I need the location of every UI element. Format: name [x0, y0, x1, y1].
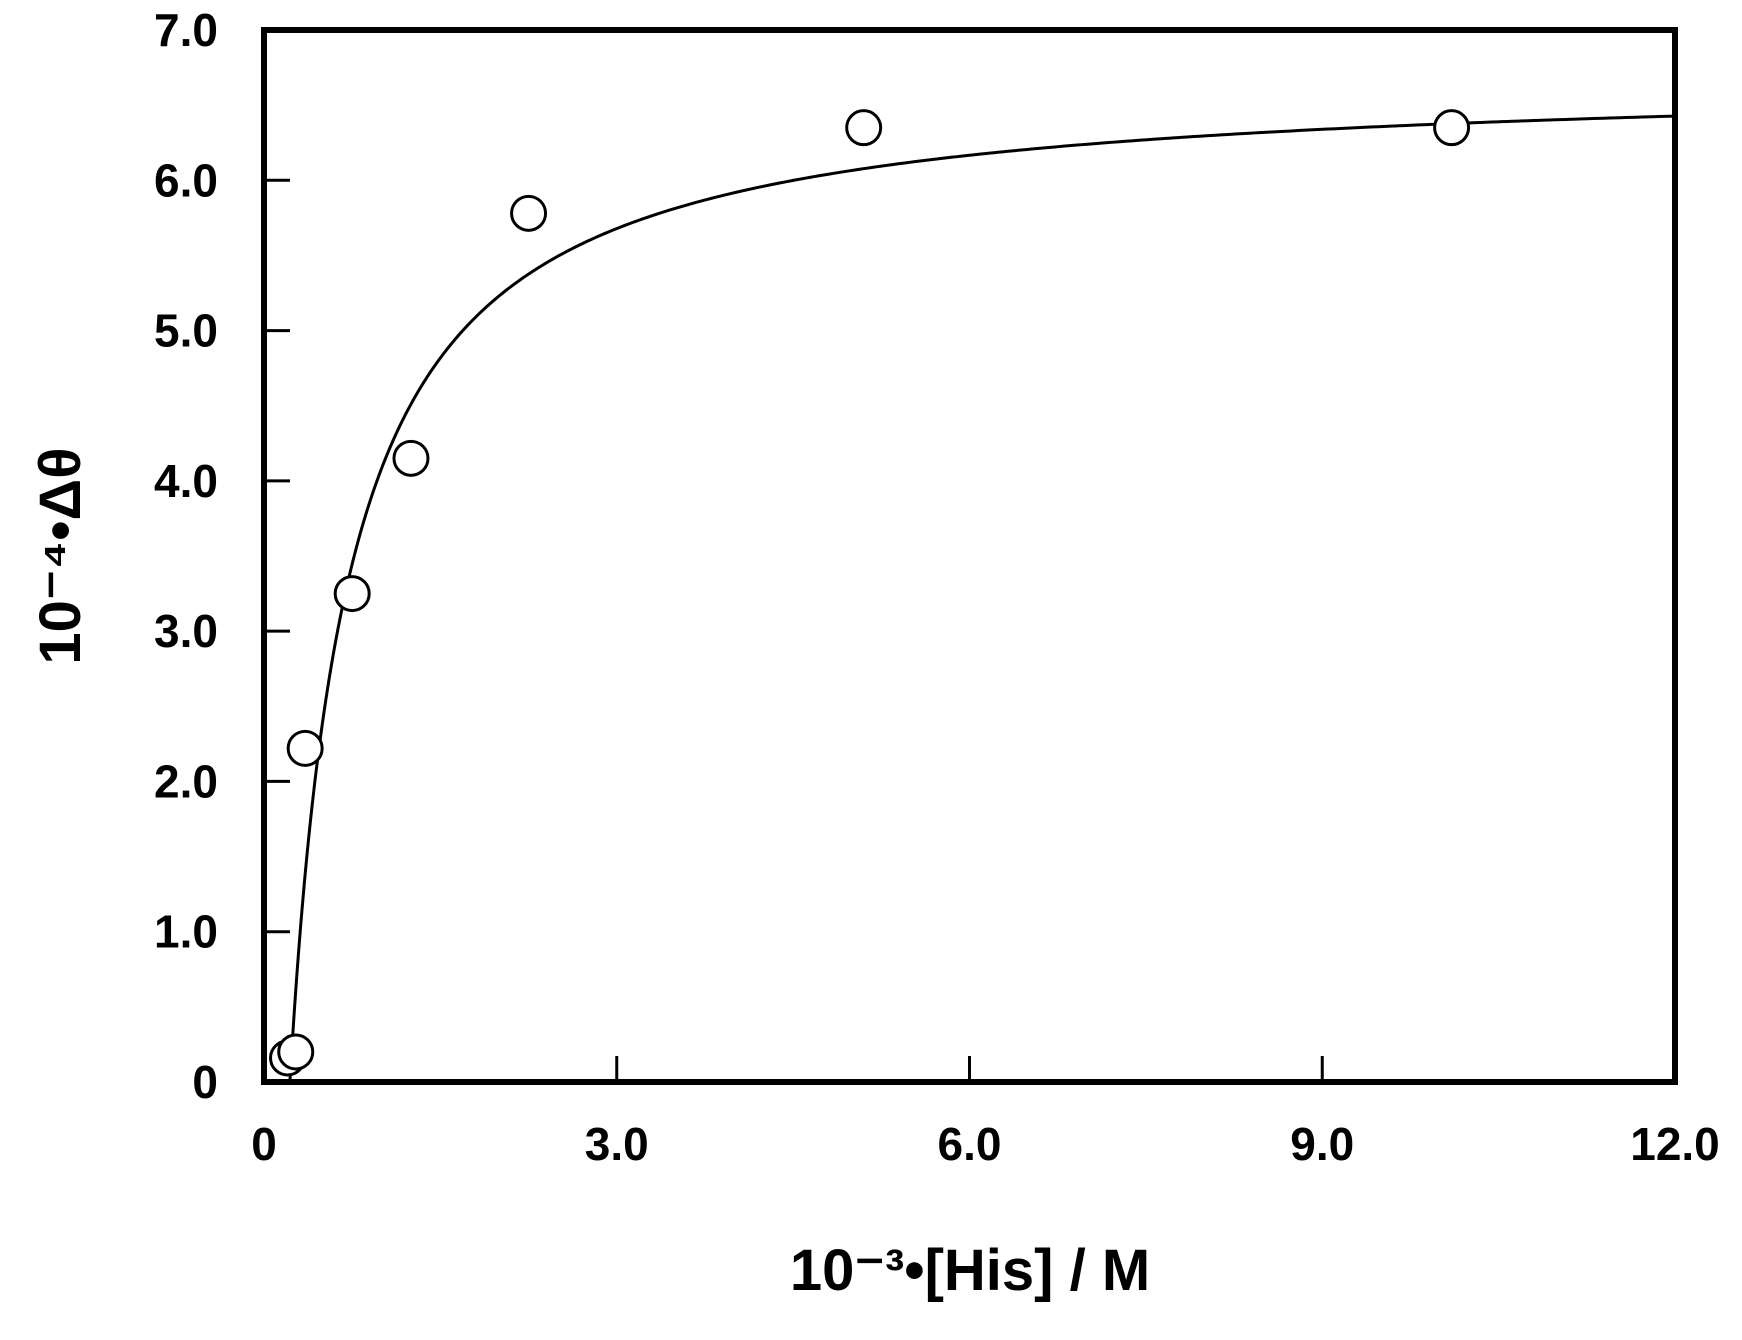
curve-layer [288, 114, 1676, 1083]
y-tick-label: 0 [192, 1056, 218, 1108]
data-point [392, 439, 430, 477]
points-layer [269, 109, 1471, 1077]
x-tick-label: 0 [251, 1118, 277, 1170]
x-tick-label: 6.0 [938, 1118, 1002, 1170]
x-axis-title: 10⁻³•[His] / M [790, 1238, 1150, 1303]
fit-curve-line [288, 114, 1676, 1083]
ticks-layer [264, 178, 1324, 1082]
x-tick-label: 9.0 [1290, 1118, 1354, 1170]
y-tick-label: 4.0 [154, 455, 218, 507]
data-point [1433, 109, 1471, 147]
y-tick-label: 1.0 [154, 906, 218, 958]
data-point [845, 109, 883, 147]
y-tick-label: 6.0 [154, 154, 218, 206]
y-tick-label: 7.0 [154, 4, 218, 56]
y-tick-label: 2.0 [154, 755, 218, 807]
tick-labels-layer: 0 3.0 6.0 9.0 12.0 0 1.0 2.0 3.0 4.0 5.0 6.0 7.0 [154, 4, 1720, 1170]
data-point [333, 575, 371, 613]
x-tick-label: 3.0 [585, 1118, 649, 1170]
data-point [277, 1033, 315, 1071]
y-tick-label: 5.0 [154, 305, 218, 357]
data-point [510, 194, 548, 232]
data-point [286, 729, 324, 767]
x-tick-label: 12.0 [1630, 1118, 1720, 1170]
y-axis-title: 10⁻⁴•Δθ [28, 447, 93, 664]
y-tick-label: 3.0 [154, 605, 218, 657]
plot-area-frame [261, 27, 1678, 1085]
